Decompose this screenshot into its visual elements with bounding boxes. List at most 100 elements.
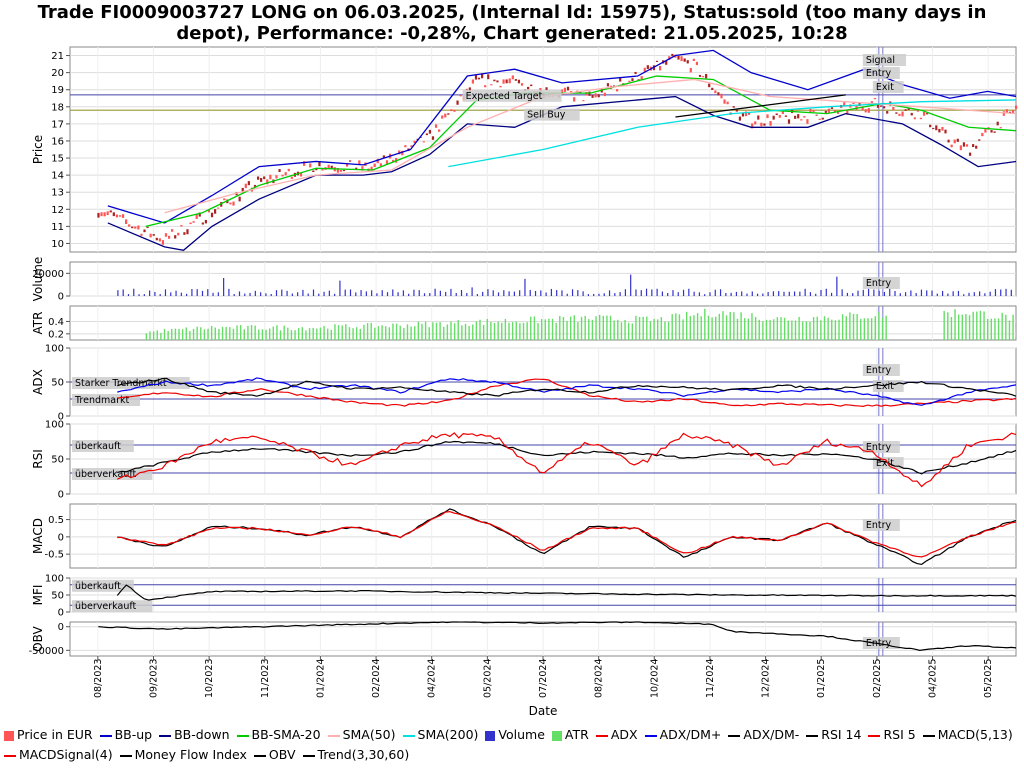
atr-bar (994, 318, 996, 340)
price-candle (932, 127, 935, 130)
x-tick-label: 04/2025 (928, 659, 939, 698)
price-candle (984, 128, 987, 133)
price-candle (895, 112, 898, 114)
legend-label: ADX (610, 727, 638, 742)
volume-bar (376, 293, 378, 296)
atr-bar (464, 323, 467, 340)
atr-bar (682, 319, 684, 340)
volume-bar (741, 291, 743, 296)
volume-bar (439, 290, 441, 296)
price-candle (812, 109, 815, 113)
price-candle (720, 93, 723, 99)
price-candle (392, 159, 395, 162)
price-candle (481, 73, 484, 79)
atr-bar (145, 333, 148, 340)
atr-bar (214, 327, 216, 340)
legend-label: BB-up (114, 727, 153, 742)
atr-bar (305, 330, 307, 340)
atr-bar (997, 318, 1000, 340)
price-candle (103, 212, 106, 217)
price-candle (401, 150, 404, 156)
price-candle (824, 110, 827, 113)
volume-bar (603, 293, 605, 296)
volume-bar (978, 291, 981, 296)
price-candle (962, 142, 966, 147)
volume-bar (920, 289, 923, 296)
series-line (116, 584, 1017, 601)
atr-bar (820, 320, 822, 340)
volume-bar (725, 292, 727, 296)
price-candle (864, 109, 867, 113)
atr-bar (439, 322, 441, 340)
atr-bar (693, 315, 695, 340)
price-candle (563, 87, 567, 92)
atr-bar (798, 316, 800, 340)
legend-label: Volume (498, 727, 545, 742)
volume-bar (899, 293, 901, 296)
price-candle (195, 214, 198, 219)
atr-bar (660, 317, 663, 340)
price-candle (355, 167, 358, 170)
price-candle (453, 109, 456, 112)
price-candle (290, 176, 293, 179)
atr-bar (812, 317, 815, 340)
atr-bar (638, 316, 641, 340)
price-candle (530, 84, 533, 87)
y-tick-label: 0 (58, 292, 64, 303)
atr-bar (769, 320, 771, 340)
expected-target-label-bg (462, 89, 562, 102)
price-candle (214, 209, 217, 214)
volume-bar (587, 294, 589, 296)
price-candle (781, 111, 784, 114)
atr-bar (1001, 312, 1003, 340)
price-candle (490, 84, 493, 86)
price-candle (886, 111, 889, 114)
volume-bar (645, 288, 648, 296)
volume-bar (159, 294, 161, 296)
y-tick-label: 15 (51, 154, 64, 165)
atr-bar (863, 318, 866, 340)
volume-bar (291, 293, 293, 296)
volume-bar (360, 290, 362, 296)
x-tick-label: 02/2024 (371, 659, 382, 698)
series-line (117, 511, 1017, 558)
volume-bar (349, 289, 352, 296)
atr-bar (551, 318, 554, 340)
volume-bar (487, 289, 489, 296)
atr-bar (403, 328, 405, 340)
price-candle (345, 163, 349, 167)
price-candle (794, 115, 797, 119)
price-candle (751, 123, 754, 129)
legend-swatch (806, 734, 819, 737)
atr-bar (160, 332, 162, 340)
volume-bar (661, 291, 664, 296)
volume-bar (519, 290, 521, 296)
legend-label: ATR (564, 727, 589, 742)
price-candle (784, 115, 788, 117)
price-candle (999, 127, 1002, 129)
atr-bar (203, 329, 206, 340)
price-candle (97, 212, 100, 218)
series-line (117, 377, 1017, 397)
price-candle (655, 60, 659, 62)
price-candle (508, 78, 511, 84)
atr-bar (410, 326, 412, 340)
legend-swatch (119, 754, 132, 757)
volume-bar (318, 293, 320, 296)
atr-bar (381, 325, 383, 340)
atr-bar (950, 316, 953, 340)
price-candle (428, 129, 432, 134)
volume-bar (709, 292, 711, 296)
price-candle (256, 176, 260, 180)
price-candle (883, 106, 886, 109)
price-candle (760, 122, 763, 127)
atr-bar (809, 321, 811, 340)
legend-swatch (4, 754, 16, 757)
volume-bar (915, 293, 917, 296)
volume-bar (968, 292, 970, 296)
price-candle (754, 121, 757, 125)
legend-label: BB-down (174, 727, 230, 742)
volume-bar (302, 289, 304, 296)
volume-bar (540, 290, 542, 296)
y-tick-label: 20 (51, 68, 64, 79)
